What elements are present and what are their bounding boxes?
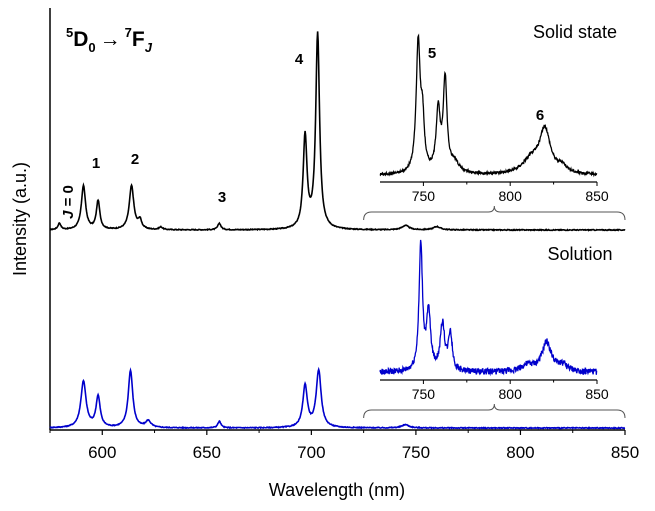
inset-line-0 [379,33,598,178]
peak-labels: J = 0 1 2 3 4 5 6 [60,45,544,219]
peak-label-j0: J = 0 [60,185,77,219]
insets: 750 800 850 750 800 850 [363,33,626,419]
x-tick-label: 700 [297,443,325,462]
peak-label-1: 1 [92,155,100,172]
y-axis-title: Intensity (a.u.) [10,162,30,276]
peak-label-4: 4 [295,51,304,68]
series-label-1: Solution [547,244,612,264]
peak-label-6: 6 [536,107,544,124]
inset-brace [363,403,626,419]
transition-label: 5D0 → 7FJ [66,25,153,55]
inset-1: 750 800 850 [363,239,626,419]
inset-line-1 [379,239,598,377]
inset-tick-label: 850 [585,188,609,204]
peak-label-3: 3 [218,189,226,206]
inset-tick-label: 800 [499,188,523,204]
inset-tick-label: 850 [585,386,609,402]
series-lines [49,31,626,430]
x-axis-title: Wavelength (nm) [269,480,405,500]
series-label-0: Solid state [533,22,617,42]
x-tick-label: 850 [611,443,639,462]
inset-tick-label: 750 [412,188,436,204]
x-tick-label: 650 [193,443,221,462]
series-labels: Solid state Solution [533,22,617,264]
inset-brace [363,205,626,221]
inset-tick-label: 800 [499,386,523,402]
inset-0: 750 800 850 [363,33,626,221]
x-tick-label: 600 [88,443,116,462]
series-line-0 [49,31,626,232]
peak-label-2: 2 [131,151,139,168]
x-tick-label: 750 [402,443,430,462]
x-tick-label: 800 [506,443,534,462]
inset-tick-label: 750 [412,386,436,402]
peak-label-5: 5 [428,45,436,62]
series-line-1 [49,366,626,430]
plot-frame [49,8,625,431]
x-axis-ticks: 600 650 700 750 800 850 [49,430,639,462]
